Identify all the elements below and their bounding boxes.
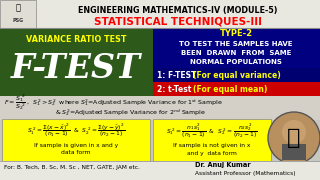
FancyBboxPatch shape xyxy=(282,144,306,160)
FancyBboxPatch shape xyxy=(0,0,320,28)
Text: If sample is not given in x: If sample is not given in x xyxy=(173,143,251,148)
FancyBboxPatch shape xyxy=(0,96,320,120)
FancyBboxPatch shape xyxy=(153,28,320,39)
Circle shape xyxy=(268,112,320,164)
Text: If sample is given in x and y: If sample is given in x and y xyxy=(34,143,118,148)
Text: $S_1^{\ 2} = \dfrac{n_1 s_1^2}{(n_1-1)}$  &  $S_2^{\ 2} = \dfrac{n_2 s_2^2}{(n_2: $S_1^{\ 2} = \dfrac{n_1 s_1^2}{(n_1-1)}$… xyxy=(166,122,258,140)
Text: & $S_2^2$=Adjusted Sample Variance for 2$^{nd}$ Sample: & $S_2^2$=Adjusted Sample Variance for 2… xyxy=(55,108,206,118)
FancyBboxPatch shape xyxy=(0,28,153,96)
FancyBboxPatch shape xyxy=(153,82,320,96)
Text: 🏫: 🏫 xyxy=(15,3,20,12)
FancyBboxPatch shape xyxy=(0,161,320,180)
Text: data form: data form xyxy=(61,150,91,156)
FancyBboxPatch shape xyxy=(2,119,150,161)
Text: ENGINEERING MATHEMATICS-IV (MODULE-5): ENGINEERING MATHEMATICS-IV (MODULE-5) xyxy=(78,6,278,15)
Text: Assistant Professor (Mathematics): Assistant Professor (Mathematics) xyxy=(195,170,296,175)
Text: TYPE-2: TYPE-2 xyxy=(220,29,252,38)
Text: (For equal mean): (For equal mean) xyxy=(193,84,268,93)
Text: 2: t-Test: 2: t-Test xyxy=(157,84,199,93)
Text: F-TEST: F-TEST xyxy=(11,51,141,84)
FancyBboxPatch shape xyxy=(0,0,36,28)
Text: Dr. Anuj Kumar: Dr. Anuj Kumar xyxy=(195,162,251,168)
Text: $S_1^{\ 2} = \dfrac{\Sigma(x-\bar{x})^2}{(n_1-1)}$  &  $S_2^{\ 2} = \dfrac{\Sigm: $S_1^{\ 2} = \dfrac{\Sigma(x-\bar{x})^2}… xyxy=(27,122,125,140)
Text: $F = \dfrac{S_1^{\ 2}}{S_2^{\ 2}}$ ,  $S_1^2 > S_2^2$  where $S_1^2$=Adjusted Sa: $F = \dfrac{S_1^{\ 2}}{S_2^{\ 2}}$ , $S_… xyxy=(4,93,223,112)
Text: 👨: 👨 xyxy=(287,128,301,148)
Text: TO TEST THE SAMPLES HAVE
BEEN  DRAWN  FROM  SAME
NORMAL POPULATIONS: TO TEST THE SAMPLES HAVE BEEN DRAWN FROM… xyxy=(179,42,293,64)
FancyBboxPatch shape xyxy=(153,119,271,161)
Text: 1: F-TEST: 1: F-TEST xyxy=(157,71,199,80)
Text: (For equal variance): (For equal variance) xyxy=(193,71,281,80)
FancyBboxPatch shape xyxy=(153,68,320,82)
Circle shape xyxy=(282,120,306,144)
Text: VARIANCE RATIO TEST: VARIANCE RATIO TEST xyxy=(26,35,126,44)
FancyBboxPatch shape xyxy=(153,39,320,68)
Text: STATISTICAL TECHNIQUES-III: STATISTICAL TECHNIQUES-III xyxy=(94,17,262,27)
Text: and y  data form: and y data form xyxy=(187,150,237,156)
Text: PSG: PSG xyxy=(12,17,24,22)
Text: For: B. Tech, B. Sc, M. Sc , NET, GATE, JAM etc.: For: B. Tech, B. Sc, M. Sc , NET, GATE, … xyxy=(4,165,140,170)
